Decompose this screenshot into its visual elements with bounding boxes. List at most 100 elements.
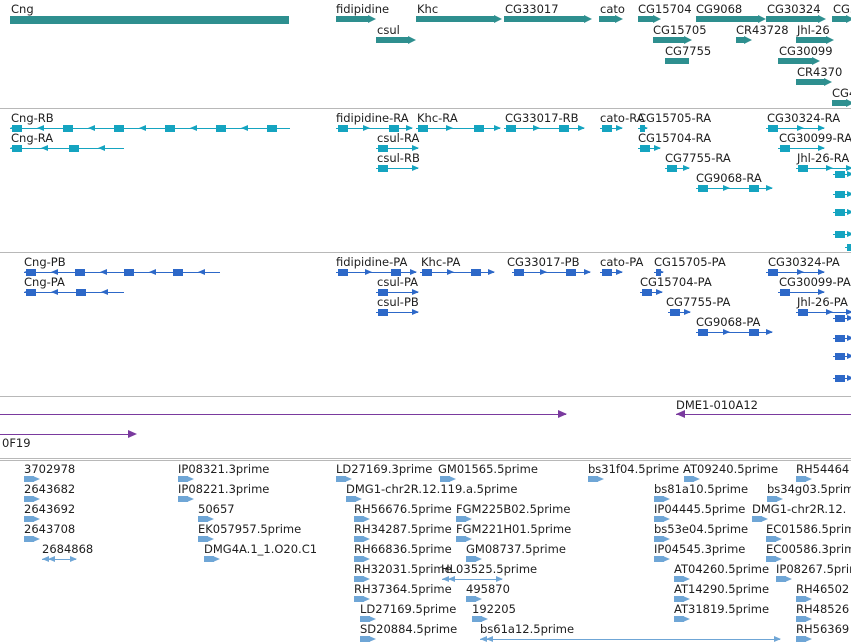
feature-label[interactable]: IP04445.5prime [654, 502, 746, 516]
feature-label[interactable]: RH54464 [796, 462, 850, 476]
feature-label[interactable]: 2643708 [24, 522, 76, 536]
feature-label[interactable]: csul-PB [377, 295, 419, 309]
feature-label[interactable]: CG9068-PA [696, 315, 761, 329]
feature-label[interactable]: CG9068 [696, 2, 743, 16]
feature-label[interactable]: CG15704-PA [640, 275, 712, 289]
feature-label[interactable]: IP08267.5prime [776, 562, 851, 576]
feature-label[interactable]: GM01565.5prime [438, 462, 538, 476]
feature-label[interactable]: fidipidine [336, 2, 390, 16]
feature-label[interactable]: FGM221H01.5prime [456, 522, 572, 536]
feature-label[interactable]: EK057957.5prime [198, 522, 302, 536]
feature-label[interactable]: EC01586.5prime [766, 522, 851, 536]
feature-label[interactable]: CG15705-RA [638, 111, 712, 125]
feature-label[interactable]: LD27169.5prime [360, 602, 457, 616]
feature-label[interactable]: SD20884.5prime [360, 622, 458, 636]
feature-label[interactable]: CG4 [832, 86, 851, 100]
clone-label[interactable]: 0F19 [2, 436, 31, 450]
feature-label[interactable]: Khc-PA [421, 255, 461, 269]
feature-label[interactable]: csul-RA [377, 131, 420, 145]
feature-label[interactable]: cato-PA [600, 255, 644, 269]
feature-label[interactable]: 3702978 [24, 462, 76, 476]
feature-label[interactable]: Khc-RA [417, 111, 458, 125]
feature-label[interactable]: Jhl-26-RA [797, 151, 850, 165]
feature-label[interactable]: IP08221.3prime [178, 482, 270, 496]
feature-label[interactable]: HL03525.5prime [441, 562, 538, 576]
feature-label[interactable]: IP04545.3prime [654, 542, 746, 556]
feature-label[interactable]: Cng-PA [24, 275, 65, 289]
feature-label[interactable]: CG15705-PA [654, 255, 726, 269]
feature-label[interactable]: Cng-RB [11, 111, 54, 125]
feature-label[interactable]: EC00586.3prime [766, 542, 851, 556]
feature-label[interactable]: CG15704 [638, 2, 692, 16]
feature-label[interactable]: Jhl-26-PA [797, 295, 848, 309]
feature-label[interactable]: GM08737.5prime [466, 542, 566, 556]
feature-label[interactable]: bs31f04.5prime [588, 462, 680, 476]
feature-label[interactable]: CG30324 [767, 2, 821, 16]
feature-label[interactable]: bs61a12.5prime [480, 622, 575, 636]
feature-label[interactable]: LD27169.3prime [336, 462, 433, 476]
feature-label[interactable]: Jhl-26 [797, 23, 830, 37]
feature-label[interactable]: CG15704-RA [638, 131, 712, 145]
feature-label[interactable]: CG7755-PA [666, 295, 731, 309]
feature-label[interactable]: RH34287.5prime [354, 522, 452, 536]
feature-label[interactable]: CG30324-PA [768, 255, 840, 269]
feature-label[interactable]: bs34g03.5prime [767, 482, 851, 496]
feature-label[interactable]: 2643682 [24, 482, 76, 496]
feature-label[interactable]: bs53e04.5prime [654, 522, 749, 536]
strand-arrow-left [48, 556, 55, 562]
feature-label[interactable]: cato [600, 2, 625, 16]
feature-label[interactable]: DMG1-chr2R.12.119.a.5prime [346, 482, 518, 496]
feature-label[interactable]: fidipidine-RA [336, 111, 409, 125]
feature-label[interactable]: CR43728 [736, 23, 789, 37]
feature-label[interactable]: RH56676.5prime [354, 502, 452, 516]
feature-label[interactable]: CG30099 [779, 44, 833, 58]
feature-label[interactable]: bs81a10.5prime [654, 482, 749, 496]
feature-label[interactable]: cato-RA [600, 111, 645, 125]
feature-label[interactable]: CG9068-RA [696, 171, 762, 185]
feature-label[interactable]: Cng-RA [11, 131, 54, 145]
feature-label[interactable]: CG30099-RA [779, 131, 851, 145]
feature-label[interactable]: CG30099-PA [779, 275, 851, 289]
clone-label[interactable]: DME1-010A12 [676, 398, 758, 412]
feature-label[interactable]: AT09240.5prime [683, 462, 779, 476]
feature-label[interactable]: FGM225B02.5prime [456, 502, 571, 516]
feature-label[interactable]: 192205 [472, 602, 516, 616]
feature-label[interactable]: CG7755 [665, 44, 712, 58]
feature-label[interactable]: CR4370 [797, 65, 843, 79]
feature-label[interactable]: IP08321.3prime [178, 462, 270, 476]
feature-label[interactable]: CG3 [833, 2, 851, 16]
feature-label[interactable]: fidipidine-PA [336, 255, 408, 269]
feature-label[interactable]: Khc [417, 2, 439, 16]
intron-line [336, 272, 416, 273]
feature-label[interactable]: csul-RB [377, 151, 420, 165]
feature-label[interactable]: RH66836.5prime [354, 542, 452, 556]
feature-label[interactable]: RH37364.5prime [354, 582, 452, 596]
feature-label[interactable]: RH32031.5prime [354, 562, 452, 576]
feature-label[interactable]: csul [377, 23, 400, 37]
feature-label[interactable]: RH46502 [796, 582, 850, 596]
feature-label[interactable]: AT31819.5prime [674, 602, 770, 616]
est-block [204, 556, 214, 562]
feature-label[interactable]: 495870 [466, 582, 510, 596]
feature-label[interactable]: 2643692 [24, 502, 76, 516]
feature-label[interactable]: CG30324-RA [767, 111, 841, 125]
feature-label[interactable]: RH56369 [796, 622, 850, 636]
feature-label[interactable]: CG33017 [505, 2, 559, 16]
feature-label[interactable]: AT14290.5prime [674, 582, 770, 596]
feature-label[interactable]: CG33017-PB [507, 255, 580, 269]
feature-label[interactable]: Cng-PB [24, 255, 66, 269]
feature-label[interactable]: csul-PA [377, 275, 419, 289]
strand-arrow-right [412, 145, 419, 151]
feature-label[interactable]: Cng [11, 2, 34, 16]
feature-label[interactable]: CG15705 [653, 23, 707, 37]
feature-label[interactable]: CG7755-RA [665, 151, 731, 165]
strand-arrow-right [412, 165, 419, 171]
feature-label[interactable]: 2684868 [42, 542, 94, 556]
feature-label[interactable]: CG33017-RB [505, 111, 579, 125]
strand-arrow-right [758, 15, 766, 23]
feature-label[interactable]: AT04260.5prime [674, 562, 770, 576]
feature-label[interactable]: DMG4A.1_1.O20.C1 [204, 542, 318, 556]
feature-label[interactable]: DMG1-chr2R.12. [752, 502, 847, 516]
feature-label[interactable]: 50657 [198, 502, 235, 516]
feature-label[interactable]: RH48526 [796, 602, 850, 616]
